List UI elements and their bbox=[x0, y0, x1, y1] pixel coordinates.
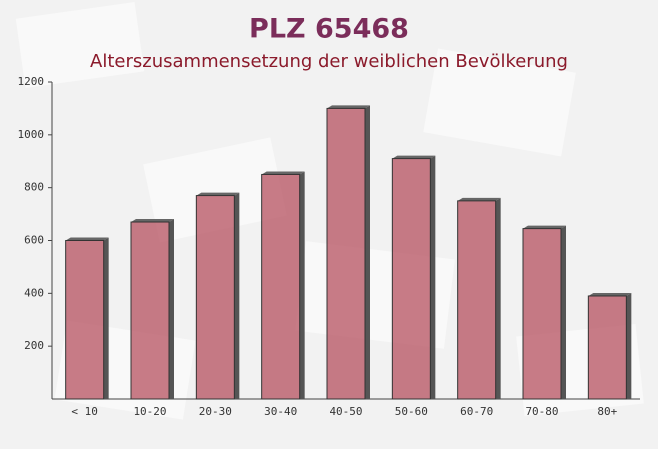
y-tick-label: 600 bbox=[24, 234, 44, 247]
x-tick-label: 40-50 bbox=[329, 405, 362, 418]
bar bbox=[522, 228, 562, 400]
bar bbox=[326, 107, 366, 400]
bar-shadow bbox=[299, 171, 305, 399]
bar-shadow bbox=[169, 219, 174, 399]
x-tick-label: 20-30 bbox=[199, 405, 232, 418]
x-tick-label: 60-70 bbox=[460, 405, 493, 418]
bar-shadow bbox=[430, 155, 436, 399]
x-tick-label: < 10 bbox=[71, 405, 98, 418]
bar-shadow bbox=[495, 197, 501, 399]
bar bbox=[457, 200, 497, 400]
bar bbox=[195, 195, 235, 400]
bar-shadow bbox=[327, 105, 370, 109]
bar-shadow bbox=[523, 225, 566, 229]
bar-shadow bbox=[65, 237, 109, 241]
bar bbox=[261, 173, 301, 400]
bar-shadow bbox=[561, 225, 566, 399]
bar-shadow bbox=[392, 155, 436, 159]
bar bbox=[130, 221, 170, 400]
bar bbox=[65, 240, 105, 400]
y-tick-label: 200 bbox=[24, 339, 44, 352]
bar-shadow bbox=[626, 292, 632, 399]
bar-shadow bbox=[261, 171, 305, 175]
bar-shadow bbox=[103, 237, 109, 399]
chart-title: PLZ 65468 bbox=[249, 14, 409, 45]
x-tick-label: 10-20 bbox=[133, 405, 166, 418]
y-tick-label: 400 bbox=[24, 286, 44, 299]
x-tick-label: 50-60 bbox=[395, 405, 428, 418]
x-tick-label: 80+ bbox=[597, 405, 617, 418]
x-tick-label: 70-80 bbox=[525, 405, 558, 418]
y-tick-label: 1000 bbox=[18, 128, 45, 141]
bar-shadow bbox=[365, 105, 370, 400]
bar-shadow bbox=[457, 197, 501, 201]
bar-shadow bbox=[196, 192, 240, 196]
bar bbox=[587, 295, 627, 400]
x-tick-label: 30-40 bbox=[264, 405, 297, 418]
chart-subtitle: Alterszusammensetzung der weiblichen Bev… bbox=[90, 51, 568, 72]
y-tick-label: 1200 bbox=[18, 75, 45, 88]
bar-shadow bbox=[588, 292, 632, 296]
bar-shadow bbox=[131, 219, 174, 223]
y-tick-label: 800 bbox=[24, 181, 44, 194]
bar bbox=[391, 158, 431, 400]
bar-shadow bbox=[234, 192, 240, 399]
